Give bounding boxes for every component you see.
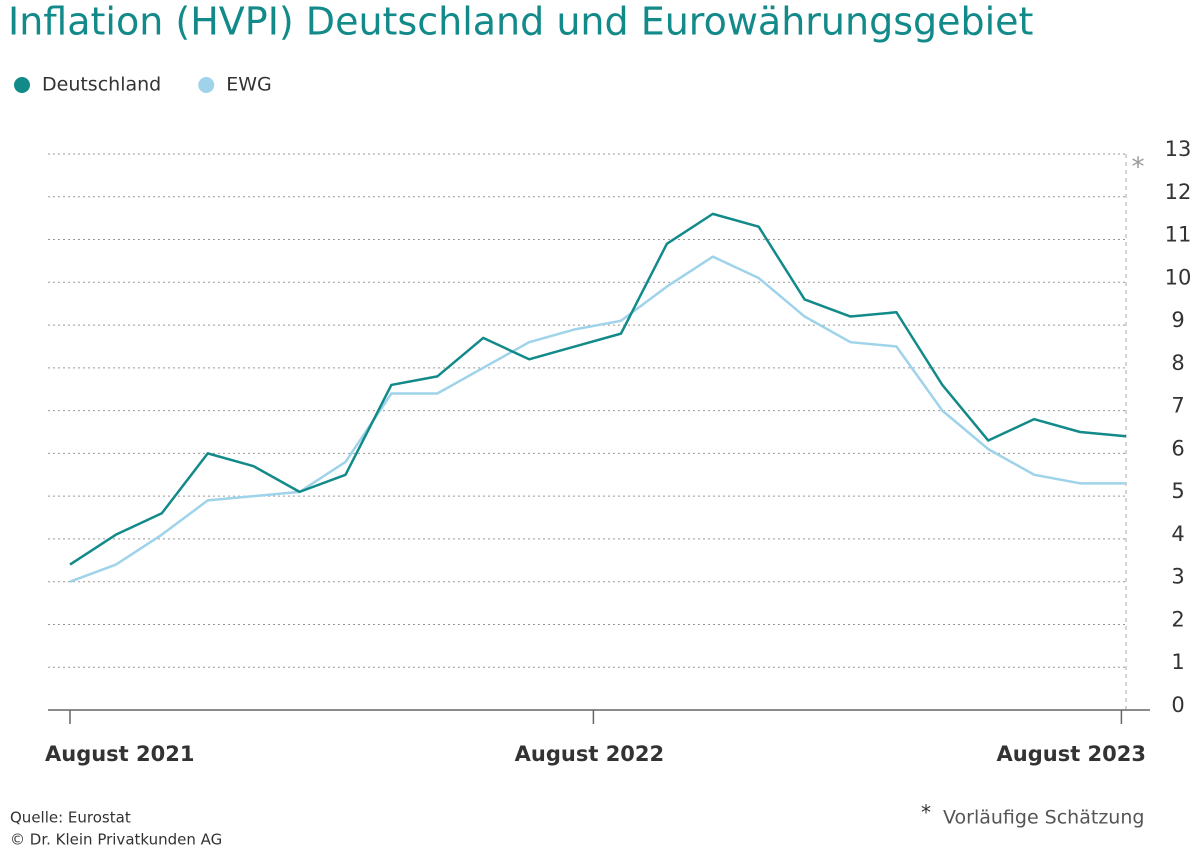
y-tick-label: 12 xyxy=(1165,180,1192,204)
copyright: © Dr. Klein Privatkunden AG xyxy=(10,831,222,848)
legend-label: Deutschland xyxy=(42,74,161,96)
estimate-marker: * xyxy=(1132,153,1145,183)
x-tick-label: August 2023 xyxy=(997,742,1146,766)
x-tick-label: August 2021 xyxy=(45,742,194,766)
y-tick-label: 7 xyxy=(1171,394,1184,418)
y-tick-label: 6 xyxy=(1171,436,1184,460)
y-tick-label: 0 xyxy=(1171,693,1184,717)
y-tick-label: 2 xyxy=(1171,607,1184,631)
y-tick-label: 3 xyxy=(1171,565,1184,589)
y-tick-label: 13 xyxy=(1165,137,1192,161)
y-tick-label: 11 xyxy=(1165,223,1192,247)
footnote-text: Vorläufige Schätzung xyxy=(943,807,1144,829)
footnote-marker: * xyxy=(921,801,931,825)
y-tick-label: 5 xyxy=(1171,479,1184,503)
y-tick-label: 9 xyxy=(1171,308,1184,332)
legend-label: EWG xyxy=(226,74,272,96)
series-line xyxy=(69,212,1127,566)
y-tick-label: 1 xyxy=(1171,650,1184,674)
y-tick-label: 10 xyxy=(1165,265,1192,289)
source: Quelle: Eurostat xyxy=(10,809,131,827)
legend-marker xyxy=(198,77,215,93)
y-tick-label: 4 xyxy=(1171,522,1184,546)
chart-title: Inflation (HVPI) Deutschland und Eurowäh… xyxy=(8,0,1033,44)
y-tick-label: 8 xyxy=(1171,351,1184,375)
series-line xyxy=(69,255,1126,583)
legend-marker xyxy=(14,77,30,93)
x-tick-label: August 2022 xyxy=(515,742,664,766)
